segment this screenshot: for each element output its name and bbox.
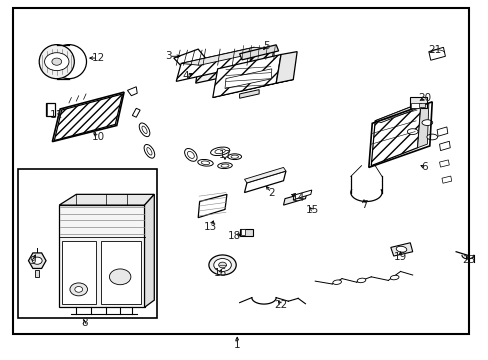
Polygon shape xyxy=(127,87,137,96)
Ellipse shape xyxy=(184,149,197,161)
Polygon shape xyxy=(181,47,273,65)
Bar xyxy=(410,103,420,108)
Polygon shape xyxy=(176,47,254,81)
Polygon shape xyxy=(239,90,259,98)
Circle shape xyxy=(32,257,42,264)
Ellipse shape xyxy=(201,161,209,165)
Ellipse shape xyxy=(227,154,241,159)
Ellipse shape xyxy=(146,148,152,155)
Bar xyxy=(240,229,245,235)
Bar xyxy=(418,103,424,107)
Ellipse shape xyxy=(389,275,398,280)
Ellipse shape xyxy=(214,149,225,154)
Polygon shape xyxy=(439,141,449,150)
Ellipse shape xyxy=(197,159,213,166)
Ellipse shape xyxy=(426,134,437,140)
Bar xyxy=(35,270,39,277)
Polygon shape xyxy=(28,253,46,269)
Circle shape xyxy=(213,258,231,271)
Polygon shape xyxy=(374,103,427,123)
Polygon shape xyxy=(59,194,154,205)
Bar xyxy=(18,169,157,318)
Text: 14: 14 xyxy=(291,193,304,203)
Polygon shape xyxy=(173,49,205,66)
Polygon shape xyxy=(441,176,451,183)
Ellipse shape xyxy=(332,280,341,284)
Polygon shape xyxy=(59,205,144,307)
Polygon shape xyxy=(54,94,122,140)
Text: 1: 1 xyxy=(233,340,240,350)
Text: 18: 18 xyxy=(228,231,241,240)
Ellipse shape xyxy=(139,123,149,137)
Text: 11: 11 xyxy=(50,111,63,121)
Circle shape xyxy=(75,287,82,292)
Text: 15: 15 xyxy=(305,206,319,216)
Polygon shape xyxy=(439,160,448,167)
Text: 5: 5 xyxy=(263,41,269,50)
Ellipse shape xyxy=(395,246,406,252)
Polygon shape xyxy=(244,167,285,183)
Polygon shape xyxy=(132,108,140,117)
Ellipse shape xyxy=(142,126,147,134)
Polygon shape xyxy=(276,51,297,83)
Ellipse shape xyxy=(230,155,238,158)
Ellipse shape xyxy=(217,163,232,168)
Bar xyxy=(61,241,96,304)
Text: 19: 19 xyxy=(393,252,407,262)
Ellipse shape xyxy=(51,45,86,79)
Polygon shape xyxy=(239,45,278,60)
Polygon shape xyxy=(224,69,271,89)
Polygon shape xyxy=(390,243,412,256)
Bar xyxy=(239,229,253,236)
Ellipse shape xyxy=(421,120,432,126)
Bar xyxy=(409,97,427,108)
Text: 12: 12 xyxy=(91,53,104,63)
Text: 7: 7 xyxy=(360,200,366,210)
Bar xyxy=(101,241,141,304)
Polygon shape xyxy=(436,127,447,136)
Circle shape xyxy=(44,53,69,71)
Ellipse shape xyxy=(187,151,194,158)
Circle shape xyxy=(218,262,226,268)
Ellipse shape xyxy=(39,45,74,79)
Ellipse shape xyxy=(221,164,228,167)
Text: 8: 8 xyxy=(81,319,88,328)
Ellipse shape xyxy=(357,278,365,283)
Polygon shape xyxy=(428,47,445,60)
Text: 20: 20 xyxy=(418,93,430,103)
Circle shape xyxy=(109,269,131,285)
Polygon shape xyxy=(283,193,306,205)
Text: 2: 2 xyxy=(267,188,274,198)
Ellipse shape xyxy=(210,147,229,156)
Polygon shape xyxy=(370,103,420,166)
Text: 9: 9 xyxy=(29,256,36,266)
Circle shape xyxy=(208,255,236,275)
Ellipse shape xyxy=(407,129,417,134)
Text: 13: 13 xyxy=(203,222,217,231)
Text: 21: 21 xyxy=(427,45,440,55)
Text: 6: 6 xyxy=(421,162,427,172)
Polygon shape xyxy=(198,194,226,218)
Polygon shape xyxy=(195,49,273,83)
Text: 23: 23 xyxy=(461,255,474,265)
Text: 22: 22 xyxy=(274,300,287,310)
Polygon shape xyxy=(212,80,293,98)
Polygon shape xyxy=(144,194,154,307)
Text: 16: 16 xyxy=(213,268,226,278)
Text: 4: 4 xyxy=(183,71,189,81)
Bar xyxy=(45,103,55,116)
Text: 17: 17 xyxy=(218,150,231,160)
Ellipse shape xyxy=(144,144,154,158)
Text: 3: 3 xyxy=(165,51,172,61)
Text: 10: 10 xyxy=(91,132,104,142)
Polygon shape xyxy=(212,54,281,98)
Polygon shape xyxy=(417,103,428,148)
Polygon shape xyxy=(293,190,311,200)
Circle shape xyxy=(52,58,61,65)
Polygon shape xyxy=(244,171,285,193)
Circle shape xyxy=(70,283,87,296)
